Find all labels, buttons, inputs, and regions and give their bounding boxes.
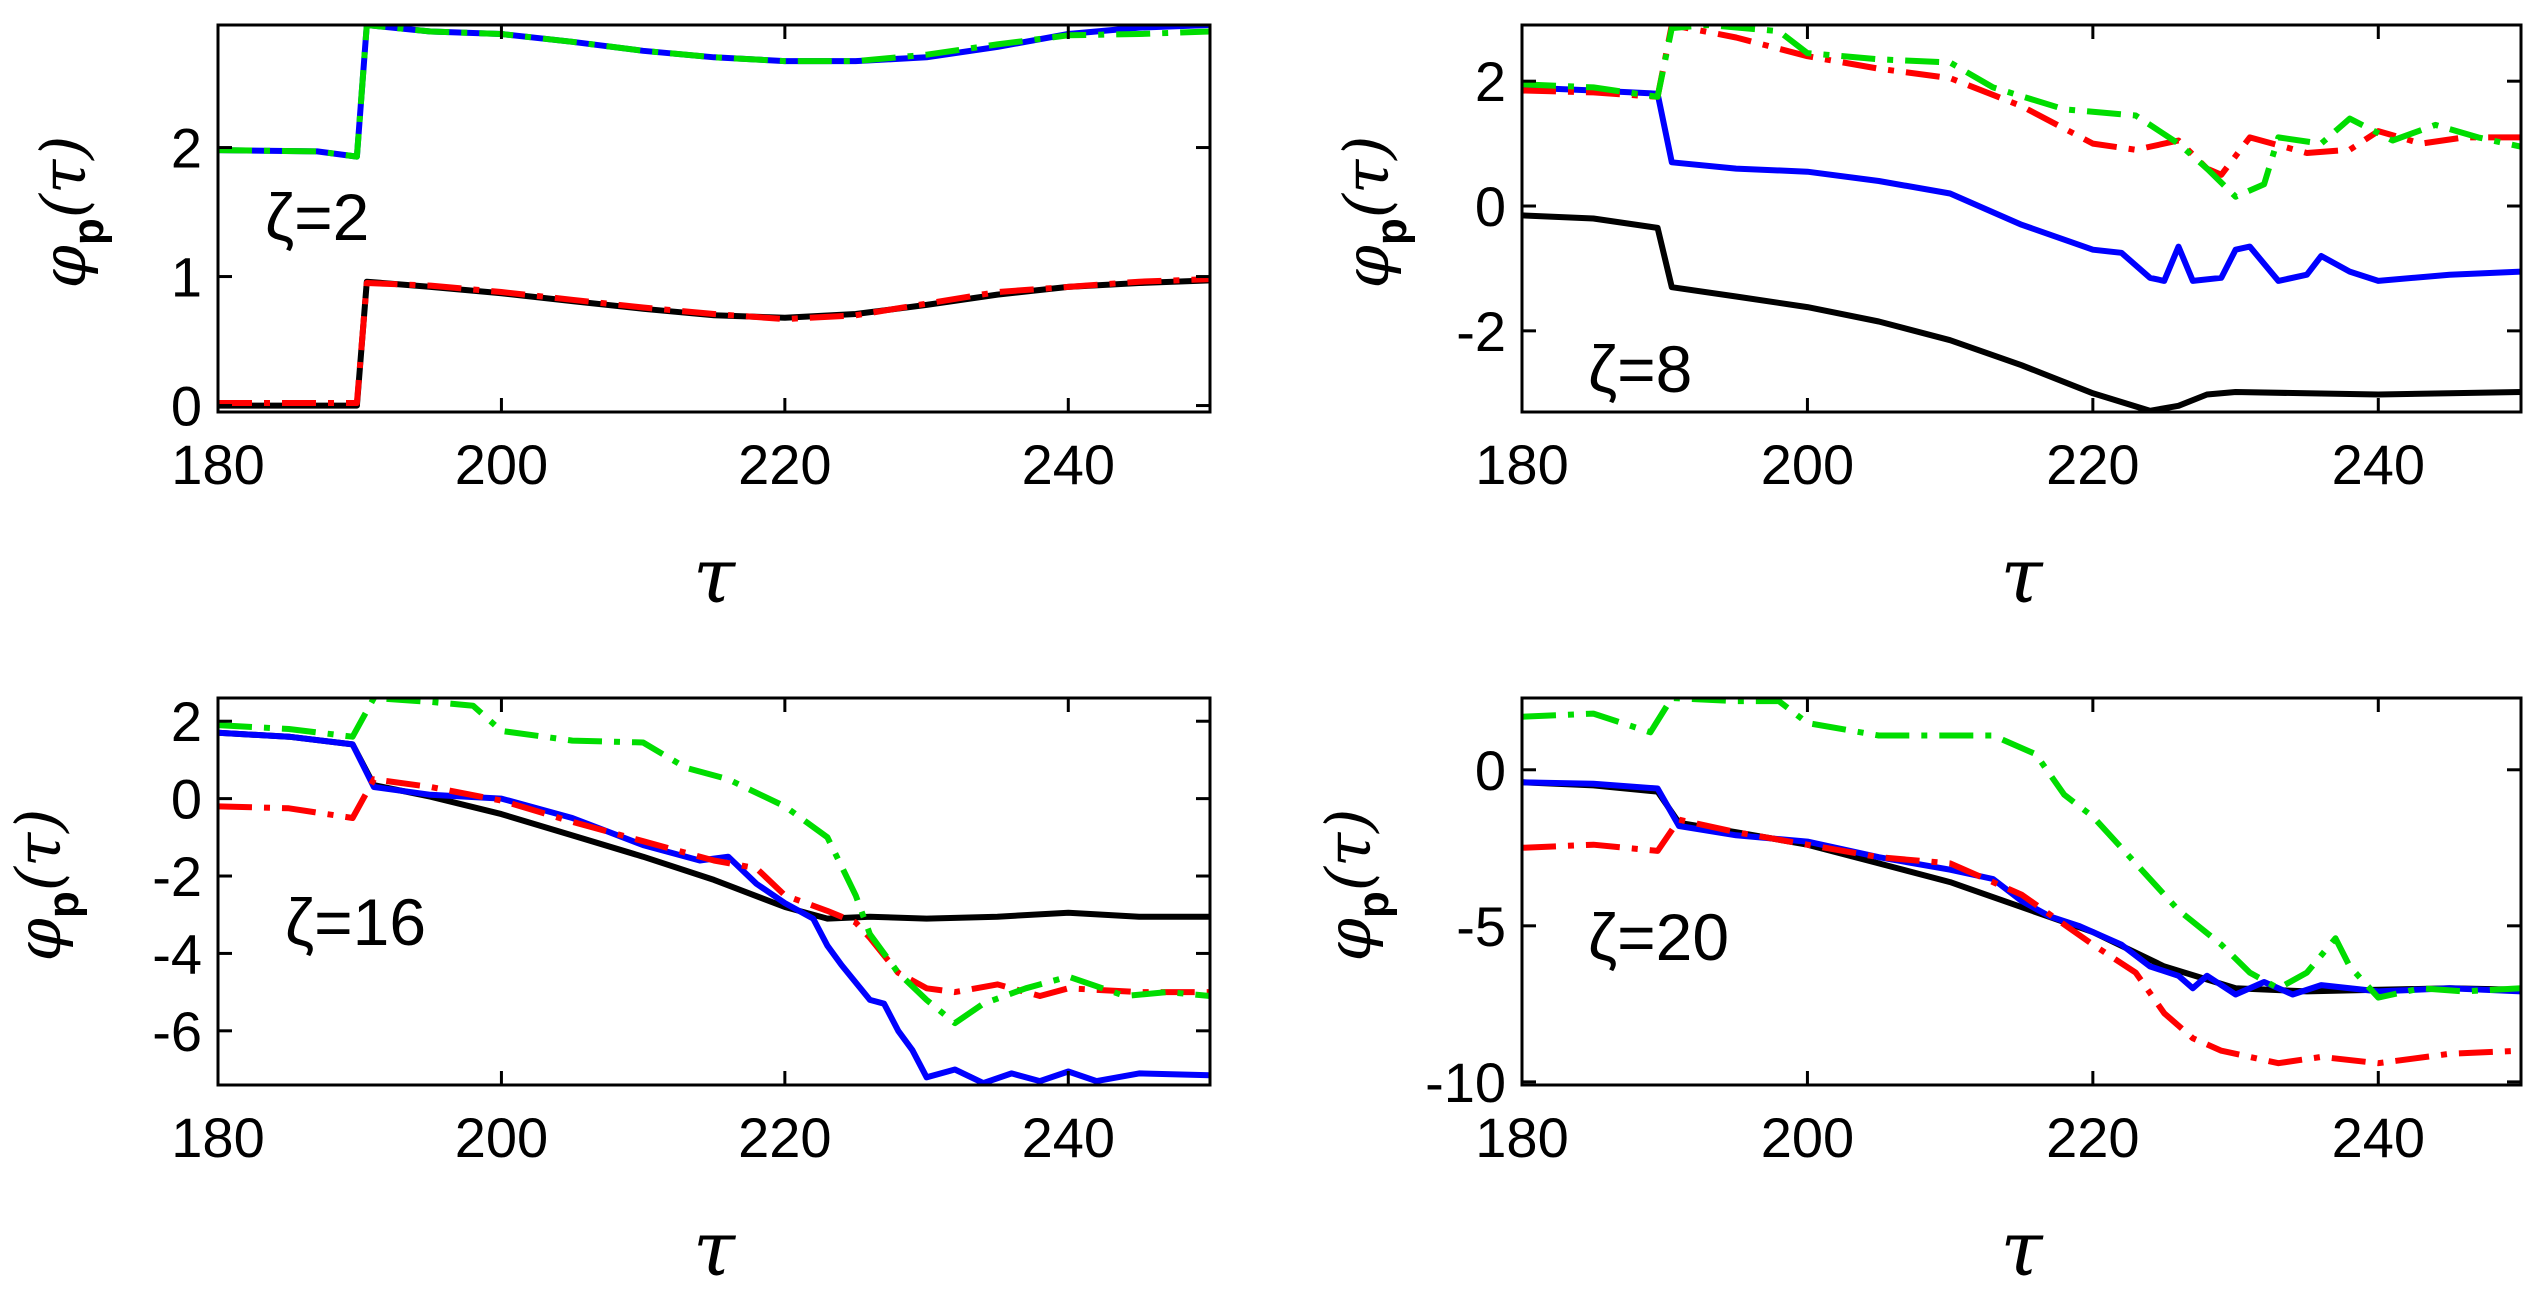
series-line-red bbox=[1522, 25, 2521, 178]
x-tick-label: 220 bbox=[2046, 433, 2139, 496]
x-tick-label: 220 bbox=[738, 1106, 831, 1169]
series-line-green bbox=[218, 698, 1210, 1027]
x-tick-label: 220 bbox=[2046, 1106, 2139, 1169]
x-axis-label: τ bbox=[693, 531, 737, 620]
x-tick-label: 240 bbox=[1022, 1106, 1115, 1169]
panel-p3: 180 200 220 240 -6 -4 -2 0 2 τ φp(τ) ζ=16 bbox=[2, 690, 1212, 1293]
y-tick-label: -4 bbox=[152, 922, 202, 985]
panel-p2: 180 200 220 240 -2 0 2 τ φp(τ) ζ=8 bbox=[1330, 23, 2523, 620]
zeta-annotation: ζ=2 bbox=[265, 180, 369, 254]
x-axis-label: τ bbox=[2000, 531, 2044, 620]
series-line-blue bbox=[218, 25, 1210, 160]
series-group bbox=[218, 25, 1210, 409]
zeta-annotation: ζ=20 bbox=[1588, 900, 1729, 974]
x-tick-label: 180 bbox=[171, 433, 264, 496]
y-tick-label: 0 bbox=[171, 375, 202, 438]
axes-frame bbox=[1520, 696, 2523, 1087]
y-tick-label: -6 bbox=[152, 1000, 202, 1063]
x-tick-label: 240 bbox=[1022, 433, 1115, 496]
y-tick-label: -2 bbox=[152, 845, 202, 908]
y-tick-label: -5 bbox=[1456, 895, 1506, 958]
series-line-green bbox=[1522, 25, 2521, 200]
series-group bbox=[1522, 698, 2521, 1067]
series-line-blue bbox=[1522, 779, 2521, 998]
panel-p4: 180 200 220 240 -10 -5 0 τ φp(τ) ζ=20 bbox=[1312, 696, 2523, 1293]
x-tick-label: 200 bbox=[455, 433, 548, 496]
series-line-green bbox=[218, 25, 1210, 160]
series-group bbox=[1522, 25, 2521, 412]
y-tick-label: -10 bbox=[1425, 1051, 1506, 1114]
series-line-black bbox=[1522, 212, 2521, 412]
y-tick-label: 0 bbox=[1475, 739, 1506, 802]
axes-frame bbox=[216, 23, 1212, 414]
y-tick-label: 1 bbox=[171, 246, 202, 309]
y-tick-label: 0 bbox=[1475, 175, 1506, 238]
axes-frame bbox=[216, 696, 1212, 1087]
x-tick-label: 220 bbox=[738, 433, 831, 496]
zeta-annotation: ζ=8 bbox=[1588, 332, 1692, 406]
series-line-red bbox=[1522, 816, 2521, 1067]
series-line-red bbox=[218, 276, 1210, 406]
y-tick-label: 2 bbox=[171, 690, 202, 753]
zeta-annotation: ζ=16 bbox=[285, 885, 426, 959]
y-axis-label: φp(τ) bbox=[1330, 136, 1416, 289]
x-tick-label: 240 bbox=[2332, 433, 2425, 496]
y-tick-label: -2 bbox=[1456, 300, 1506, 363]
panel-p1: 180 200 220 240 0 1 2 τ φp(τ) ζ=2 bbox=[27, 23, 1212, 620]
y-tick-label: 0 bbox=[171, 768, 202, 831]
x-axis-label: τ bbox=[2000, 1204, 2044, 1293]
y-tick-label: 2 bbox=[171, 117, 202, 180]
y-axis-label: φp(τ) bbox=[1312, 809, 1398, 962]
x-tick-label: 200 bbox=[455, 1106, 548, 1169]
y-axis-label: φp(τ) bbox=[2, 809, 88, 962]
x-tick-label: 180 bbox=[1475, 1106, 1568, 1169]
series-line-green bbox=[1522, 698, 2521, 1001]
x-tick-label: 200 bbox=[1761, 433, 1854, 496]
x-axis-label: τ bbox=[693, 1204, 737, 1293]
axes-frame bbox=[1520, 23, 2523, 414]
x-tick-label: 200 bbox=[1761, 1106, 1854, 1169]
x-tick-label: 180 bbox=[171, 1106, 264, 1169]
series-group bbox=[218, 698, 1210, 1085]
y-tick-label: 2 bbox=[1475, 50, 1506, 113]
x-tick-label: 180 bbox=[1475, 433, 1568, 496]
y-axis-label: φp(τ) bbox=[27, 136, 113, 289]
x-tick-label: 240 bbox=[2332, 1106, 2425, 1169]
series-line-blue bbox=[1522, 84, 2521, 284]
